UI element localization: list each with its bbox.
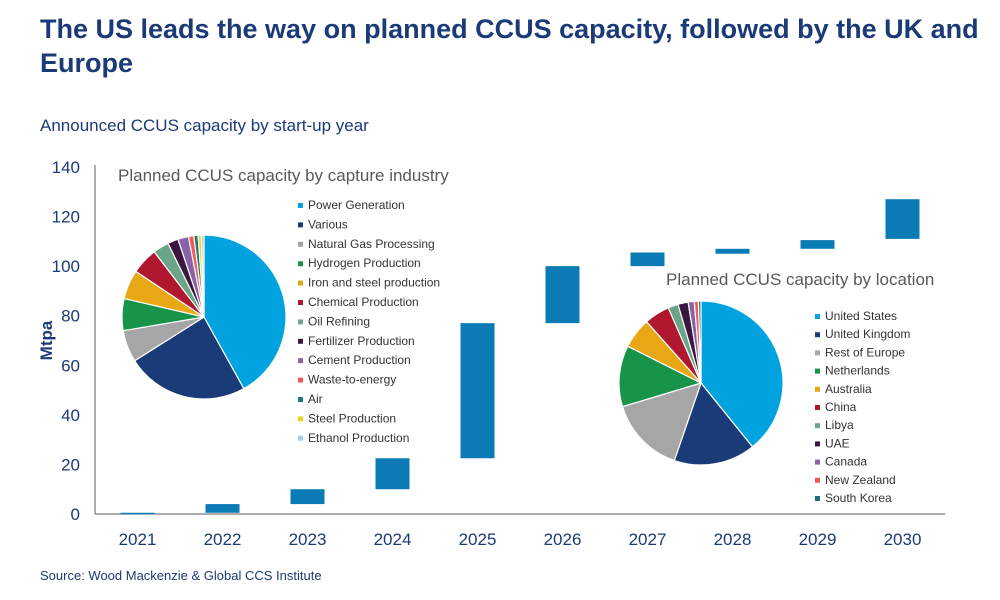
industry-pie-legend-swatch [298,338,303,344]
industry-pie-slice [133,316,245,400]
y-tick-label: 40 [61,406,80,425]
industry-pie-legend-label: Waste-to-energy [308,373,396,387]
location-pie-legend-label: Canada [825,455,867,469]
location-pie-slice [700,300,784,448]
industry-pie-legend-swatch [298,358,303,364]
location-pie-legend-swatch [815,459,820,465]
location-pie-title: Planned CCUS capacity by location [666,270,934,289]
industry-pie-legend-swatch [298,241,303,247]
location-pie-legend-swatch [815,332,820,338]
location-pie-legend-swatch [815,477,820,483]
x-tick-label: 2022 [204,530,242,549]
y-tick-label: 100 [52,257,80,276]
industry-pie-legend-swatch [298,397,303,402]
bar-2027 [630,252,665,267]
y-axis-label: Mtpa [37,320,56,360]
bar-2024 [375,458,410,490]
industry-pie-legend-label: Fertilizer Production [308,334,415,348]
industry-pie-legend-label: Steel Production [308,411,396,425]
industry-pie-legend-label: Various [308,217,348,231]
location-pie-legend-label: Rest of Europe [825,345,905,359]
industry-pie-legend-label: Cement Production [308,353,411,367]
location-pie-slice [673,381,754,466]
location-pie-legend-swatch [815,386,820,392]
location-pie-legend-swatch [815,350,820,356]
location-pie-legend-swatch [815,423,820,429]
bar-2021 [120,512,155,515]
location-pie-legend-label: New Zealand [825,473,896,487]
bar-2026 [545,266,580,324]
chart-subtitle: Announced CCUS capacity by start-up year [40,116,369,135]
industry-pie-legend-label: Hydrogen Production [308,256,421,270]
x-tick-label: 2021 [119,530,157,549]
location-pie-legend-label: Australia [825,382,872,396]
industry-pie-legend-swatch [298,377,303,383]
x-tick-label: 2026 [544,530,582,549]
industry-pie-legend-swatch [298,435,303,441]
chart-title: The US leads the way on planned CCUS cap… [40,14,979,78]
industry-pie-legend-swatch [298,416,303,422]
industry-pie-legend-label: Natural Gas Processing [308,237,435,251]
location-pie-legend-swatch [815,441,820,447]
location-pie-slice [621,382,702,462]
location-pie-legend-label: United Kingdom [825,327,910,341]
x-tick-label: 2029 [799,530,837,549]
bar-2025 [460,323,495,459]
y-tick-label: 80 [61,307,80,326]
industry-pie-legend-swatch [298,203,303,208]
industry-pie-legend-swatch [298,300,303,305]
x-tick-label: 2023 [289,530,327,549]
industry-pie-legend-label: Iron and steel production [308,276,440,290]
y-tick-label: 140 [52,158,80,177]
industry-pie-slice [203,234,287,390]
industry-pie-legend-label: Ethanol Production [308,431,409,445]
location-pie-legend-swatch [815,314,820,319]
location-pie-legend-label: Libya [825,418,854,432]
waterfall-bar-chart: 0 20 40 60 80 100 120 140 Mtpa 2021 2022 2023 2024 20… [37,158,945,549]
location-pie-legend-label: Netherlands [825,364,890,378]
industry-pie-legend-swatch [298,261,303,267]
x-tick-label: 2025 [459,530,497,549]
bar-2022 [205,504,240,513]
bar-2030 [885,199,920,239]
x-tick-label: 2028 [714,530,752,549]
location-pie-slice [697,300,702,384]
x-tick-label: 2027 [629,530,667,549]
y-tick-label: 20 [61,455,80,474]
industry-pie-legend-swatch [298,222,303,228]
location-pie-legend-label: South Korea [825,491,892,505]
location-pie-legend-label: UAE [825,436,850,450]
industry-pie-legend-label: Air [308,392,323,406]
x-tick-label: 2030 [884,530,922,549]
industry-pie-title: Planned CCUS capacity by capture industr… [118,166,449,185]
industry-pie-legend-label: Power Generation [308,198,405,212]
location-pie-legend-swatch [815,405,820,410]
bar-2023 [290,489,325,505]
location-pie-legend-swatch [815,368,820,374]
y-tick-label: 0 [71,505,80,524]
industry-pie-slice [200,234,205,318]
location-pie-slice [618,345,703,408]
location-pie-legend-swatch [815,496,820,501]
location-pie-legend-label: China [825,400,857,414]
industry-pie-legend-swatch [298,280,303,286]
x-tick-label: 2024 [374,530,412,549]
y-tick-label: 120 [52,208,80,227]
industry-pie-legend-label: Oil Refining [308,314,370,328]
capture-industry-pie: Planned CCUS capacity by capture industr… [118,166,449,445]
location-pie: Planned CCUS capacity by location United … [618,270,934,505]
location-pie-legend-label: United States [825,309,897,323]
source-note: Source: Wood Mackenzie & Global CCS Inst… [40,568,322,583]
bar-2028 [715,248,750,254]
industry-pie-legend-label: Chemical Production [308,295,419,309]
bar-2029 [800,240,835,249]
y-tick-label: 60 [61,356,80,375]
industry-pie-legend-swatch [298,319,303,325]
